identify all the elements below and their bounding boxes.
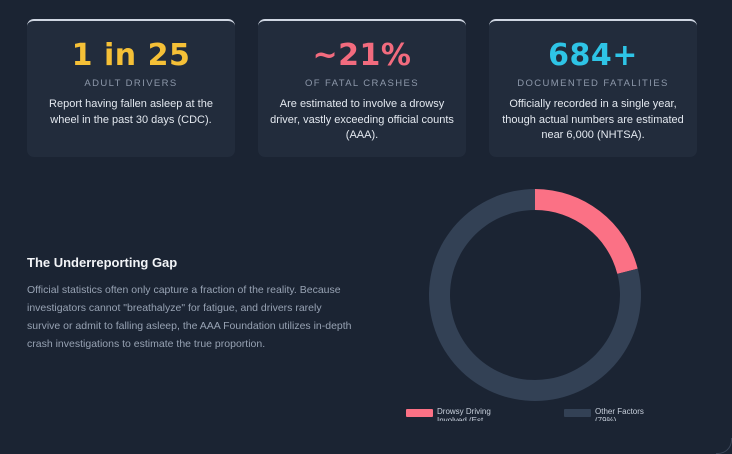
stat-label: ADULT DRIVERS [84, 78, 178, 89]
legend-label-other: Other Factors (79%) [595, 407, 644, 421]
panel-corner [716, 438, 732, 454]
stat-card-adult-drivers: 1 in 25 ADULT DRIVERS Report having fall… [27, 19, 235, 157]
legend-item-other[interactable]: Other Factors (79%) [564, 407, 664, 421]
stat-card-fatal-crashes: ~21% OF FATAL CRASHES Are estimated to i… [258, 19, 466, 157]
stat-description: Are estimated to involve a drowsy driver… [270, 98, 454, 141]
stat-label: OF FATAL CRASHES [304, 78, 420, 89]
legend-swatch-drowsy [406, 409, 433, 417]
stat-value: ~21% [312, 38, 412, 73]
stat-card-documented-fatalities: 684+ DOCUMENTED FATALITIES Officially re… [489, 19, 697, 157]
section-body: Official statistics often only capture a… [27, 284, 352, 350]
legend-swatch-other [564, 409, 591, 417]
stat-description: Officially recorded in a single year, th… [502, 98, 684, 141]
legend-label-drowsy: Drowsy Driving Involved (Est. [437, 407, 491, 421]
stat-value: 1 in 25 [71, 38, 191, 73]
stat-value: 684+ [548, 38, 638, 73]
donut-slice-drowsy[interactable] [535, 189, 638, 274]
underreporting-section: The Underreporting Gap Official statisti… [27, 254, 357, 353]
section-title: The Underreporting Gap [27, 255, 178, 270]
stat-label: DOCUMENTED FATALITIES [517, 78, 669, 89]
donut-chart [429, 189, 641, 401]
stat-description: Report having fallen asleep at the wheel… [49, 98, 213, 126]
legend-item-drowsy[interactable]: Drowsy Driving Involved (Est. [406, 407, 506, 421]
